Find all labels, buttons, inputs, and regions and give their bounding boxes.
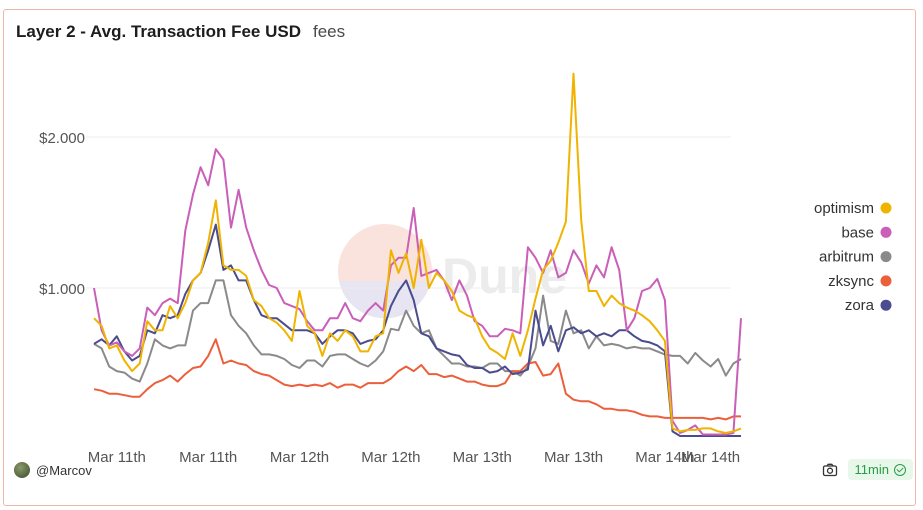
x-tick-label: Mar 11th <box>88 449 146 466</box>
legend[interactable]: optimism base arbitrum zksync zora <box>814 200 892 314</box>
legend-dot-optimism[interactable] <box>880 202 892 214</box>
watermark-text: Dune <box>442 248 567 304</box>
chart-header: Layer 2 - Avg. Transaction Fee USD fees <box>16 22 345 42</box>
legend-label-zora[interactable]: zora <box>845 297 875 314</box>
chart-card: Layer 2 - Avg. Transaction Fee USD fees <box>3 9 916 506</box>
series-line-optimism <box>93 72 742 434</box>
x-tick-label: Mar 13th <box>544 449 603 466</box>
legend-dot-zora[interactable] <box>880 299 892 311</box>
check-circle-icon <box>894 463 906 476</box>
x-tick-label: Mar 11th <box>179 449 237 466</box>
x-tick-label: Mar 12th <box>270 449 329 466</box>
author-info[interactable]: @Marcov <box>14 462 92 478</box>
refresh-time: 11min <box>854 462 889 477</box>
refresh-badge[interactable]: 11min <box>847 459 913 480</box>
chart-subtitle: fees <box>313 22 346 41</box>
avatar <box>14 462 30 478</box>
x-tick-label: Mar 14th <box>681 449 740 466</box>
camera-icon[interactable] <box>822 462 838 478</box>
series-line-base <box>93 148 742 436</box>
legend-label-optimism[interactable]: optimism <box>814 200 874 217</box>
x-axis: Mar 11th Mar 11th Mar 12th Mar 12th Mar 13th… <box>88 449 740 466</box>
x-tick-label: Mar 14th <box>635 449 694 466</box>
legend-dot-base[interactable] <box>880 226 892 238</box>
y-tick-label: $2.000 <box>39 130 85 147</box>
x-tick-label: Mar 12th <box>361 449 420 466</box>
y-tick-label: $1.000 <box>39 281 85 298</box>
legend-dot-zksync[interactable] <box>880 275 892 287</box>
series-lines <box>93 72 742 437</box>
chart-title: Layer 2 - Avg. Transaction Fee USD <box>16 22 301 41</box>
legend-dot-arbitrum[interactable] <box>880 251 892 263</box>
legend-label-arbitrum[interactable]: arbitrum <box>819 249 874 266</box>
footer-actions: 11min <box>822 459 913 480</box>
x-tick-label: Mar 13th <box>453 449 512 466</box>
author-name[interactable]: @Marcov <box>36 462 92 478</box>
series-line-arbitrum <box>93 279 742 383</box>
legend-label-zksync[interactable]: zksync <box>828 273 874 290</box>
series-line-zksync <box>93 338 741 421</box>
legend-label-base[interactable]: base <box>841 224 874 241</box>
y-axis: $1.000 $2.000 <box>39 130 85 298</box>
dune-watermark: Dune <box>338 224 567 319</box>
